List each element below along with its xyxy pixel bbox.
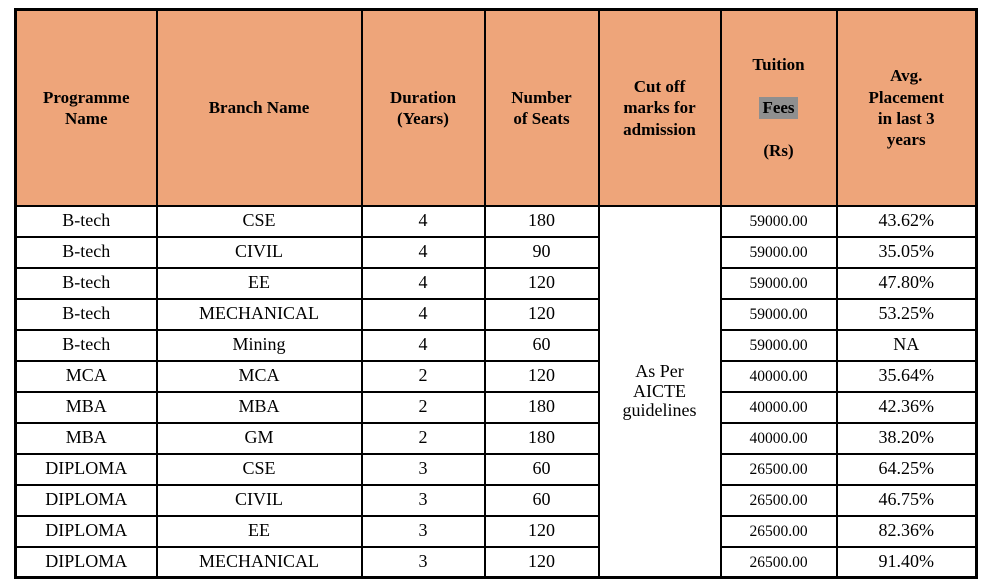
cell-programme: B-tech xyxy=(14,235,158,269)
cell-branch: MCA xyxy=(155,359,363,393)
table-row: MBA MBA 2 180 40000.00 42.36% xyxy=(14,390,978,424)
table-row: MCA MCA 2 120 40000.00 35.64% xyxy=(14,359,978,393)
cell-fees: 59000.00 xyxy=(719,204,838,238)
table-row: B-tech EE 4 120 59000.00 47.80% xyxy=(14,266,978,300)
cell-fees: 40000.00 xyxy=(719,421,838,455)
cell-fees: 26500.00 xyxy=(719,452,838,486)
cell-duration: 2 xyxy=(360,421,486,455)
col-header-duration: Duration (Years) xyxy=(360,8,486,207)
cell-programme: DIPLOMA xyxy=(14,452,158,486)
table-header-row: Programme Name Branch Name Duration (Yea… xyxy=(14,8,978,207)
cell-placement: 47.80% xyxy=(835,266,978,300)
cell-duration: 2 xyxy=(360,359,486,393)
cell-branch: EE xyxy=(155,266,363,300)
table-row: DIPLOMA MECHANICAL 3 120 26500.00 91.40% xyxy=(14,545,978,579)
cell-duration: 3 xyxy=(360,483,486,517)
cell-fees: 40000.00 xyxy=(719,390,838,424)
tuition-header-line3: (Rs) xyxy=(763,141,794,161)
cell-placement: 82.36% xyxy=(835,514,978,548)
cell-seats: 60 xyxy=(483,328,600,362)
table-row: DIPLOMA CSE 3 60 26500.00 64.25% xyxy=(14,452,978,486)
cell-programme: DIPLOMA xyxy=(14,545,158,579)
cell-programme: MCA xyxy=(14,359,158,393)
cell-duration: 3 xyxy=(360,514,486,548)
cell-seats: 120 xyxy=(483,514,600,548)
table-row: DIPLOMA CIVIL 3 60 26500.00 46.75% xyxy=(14,483,978,517)
cell-branch: MECHANICAL xyxy=(155,297,363,331)
cell-fees: 26500.00 xyxy=(719,514,838,548)
cell-branch: MBA xyxy=(155,390,363,424)
cell-placement: NA xyxy=(835,328,978,362)
cell-fees: 26500.00 xyxy=(719,545,838,579)
cell-placement: 46.75% xyxy=(835,483,978,517)
cell-seats: 60 xyxy=(483,452,600,486)
cell-duration: 4 xyxy=(360,204,486,238)
cell-placement: 43.62% xyxy=(835,204,978,238)
cell-branch: CIVIL xyxy=(155,483,363,517)
cell-placement: 91.40% xyxy=(835,545,978,579)
col-header-cutoff: Cut off marks for admission xyxy=(597,8,722,207)
cell-duration: 3 xyxy=(360,452,486,486)
cell-seats: 180 xyxy=(483,421,600,455)
cell-seats: 120 xyxy=(483,359,600,393)
cell-seats: 60 xyxy=(483,483,600,517)
table-row: B-tech CSE 4 180 As Per AICTE guidelines… xyxy=(14,204,978,579)
cell-placement: 35.05% xyxy=(835,235,978,269)
table-row: DIPLOMA EE 3 120 26500.00 82.36% xyxy=(14,514,978,548)
col-header-tuition: Tuition Fees (Rs) xyxy=(719,8,838,207)
cell-duration: 2 xyxy=(360,390,486,424)
cell-seats: 180 xyxy=(483,204,600,238)
cell-programme: B-tech xyxy=(14,297,158,331)
cell-placement: 35.64% xyxy=(835,359,978,393)
cell-fees: 59000.00 xyxy=(719,266,838,300)
cell-branch: EE xyxy=(155,514,363,548)
cell-fees: 59000.00 xyxy=(719,328,838,362)
cell-placement: 42.36% xyxy=(835,390,978,424)
programmes-table: Programme Name Branch Name Duration (Yea… xyxy=(14,8,978,579)
col-header-placement: Avg. Placement in last 3 years xyxy=(835,8,978,207)
cell-branch: CIVIL xyxy=(155,235,363,269)
cell-duration: 4 xyxy=(360,328,486,362)
cell-branch: MECHANICAL xyxy=(155,545,363,579)
cell-fees: 40000.00 xyxy=(719,359,838,393)
cell-seats: 120 xyxy=(483,545,600,579)
cell-placement: 64.25% xyxy=(835,452,978,486)
cell-programme: MBA xyxy=(14,421,158,455)
cell-seats: 120 xyxy=(483,266,600,300)
cell-branch: CSE xyxy=(155,204,363,238)
cell-branch: Mining xyxy=(155,328,363,362)
cell-programme: DIPLOMA xyxy=(14,514,158,548)
table-row: B-tech CIVIL 4 90 59000.00 35.05% xyxy=(14,235,978,269)
cell-programme: B-tech xyxy=(14,328,158,362)
tuition-header-line1: Tuition xyxy=(752,54,805,74)
cell-duration: 4 xyxy=(360,266,486,300)
cell-branch: CSE xyxy=(155,452,363,486)
col-header-seats: Number of Seats xyxy=(483,8,600,207)
cell-seats: 90 xyxy=(483,235,600,269)
cell-seats: 120 xyxy=(483,297,600,331)
cell-duration: 3 xyxy=(360,545,486,579)
cell-programme: B-tech xyxy=(14,204,158,238)
cell-programme: DIPLOMA xyxy=(14,483,158,517)
cell-fees: 59000.00 xyxy=(719,235,838,269)
tuition-header-highlighted-word: Fees xyxy=(759,96,798,119)
cell-placement: 38.20% xyxy=(835,421,978,455)
cell-fees: 26500.00 xyxy=(719,483,838,517)
cell-fees: 59000.00 xyxy=(719,297,838,331)
col-header-programme: Programme Name xyxy=(14,8,158,207)
cell-seats: 180 xyxy=(483,390,600,424)
table-row: MBA GM 2 180 40000.00 38.20% xyxy=(14,421,978,455)
cell-duration: 4 xyxy=(360,297,486,331)
cell-programme: B-tech xyxy=(14,266,158,300)
cell-cutoff-note: As Per AICTE guidelines xyxy=(597,204,722,579)
table-row: B-tech MECHANICAL 4 120 59000.00 53.25% xyxy=(14,297,978,331)
col-header-branch: Branch Name xyxy=(155,8,363,207)
table-row: B-tech Mining 4 60 59000.00 NA xyxy=(14,328,978,362)
cell-branch: GM xyxy=(155,421,363,455)
cell-duration: 4 xyxy=(360,235,486,269)
cell-placement: 53.25% xyxy=(835,297,978,331)
cell-programme: MBA xyxy=(14,390,158,424)
